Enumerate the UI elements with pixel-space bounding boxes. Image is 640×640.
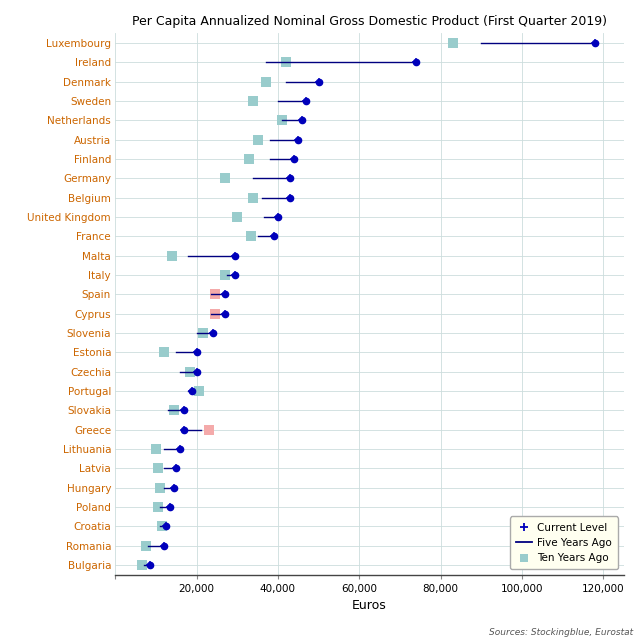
X-axis label: Euros: Euros: [352, 599, 387, 612]
Legend: Current Level, Five Years Ago, Ten Years Ago: Current Level, Five Years Ago, Ten Years…: [510, 516, 618, 570]
Text: Sources: Stockingblue, Eurostat: Sources: Stockingblue, Eurostat: [490, 628, 634, 637]
Title: Per Capita Annualized Nominal Gross Domestic Product (First Quarter 2019): Per Capita Annualized Nominal Gross Dome…: [132, 15, 607, 28]
